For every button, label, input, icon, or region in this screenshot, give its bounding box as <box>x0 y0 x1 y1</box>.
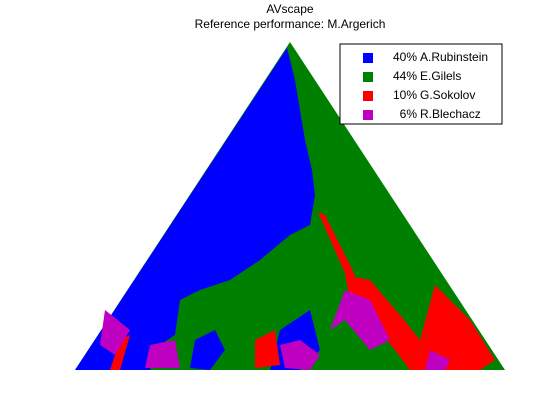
region <box>318 212 355 280</box>
region <box>190 330 225 370</box>
legend-swatch <box>363 91 373 101</box>
legend-value: 6% <box>400 107 418 121</box>
chart-subtitle: Reference performance: M.Argerich <box>195 17 386 31</box>
legend-swatch <box>363 72 373 82</box>
region <box>145 340 180 368</box>
ternary-map <box>75 42 505 370</box>
region <box>330 290 390 350</box>
region <box>100 310 130 355</box>
legend-swatch <box>363 53 373 63</box>
legend-value: 44% <box>393 69 417 83</box>
legend-label: G.Sokolov <box>420 88 475 102</box>
legend-label: E.Gilels <box>420 69 461 83</box>
legend-label: R.Blechacz <box>420 107 481 121</box>
region <box>280 340 320 370</box>
legend-value: 40% <box>393 50 417 64</box>
region <box>345 275 495 370</box>
chart-title: AVscape <box>266 2 313 16</box>
region <box>75 48 315 370</box>
legend-label: A.Rubinstein <box>420 50 488 64</box>
region <box>255 330 280 368</box>
legend-swatch <box>363 110 373 120</box>
region <box>110 335 130 370</box>
legend-value: 10% <box>393 88 417 102</box>
region <box>425 350 450 370</box>
